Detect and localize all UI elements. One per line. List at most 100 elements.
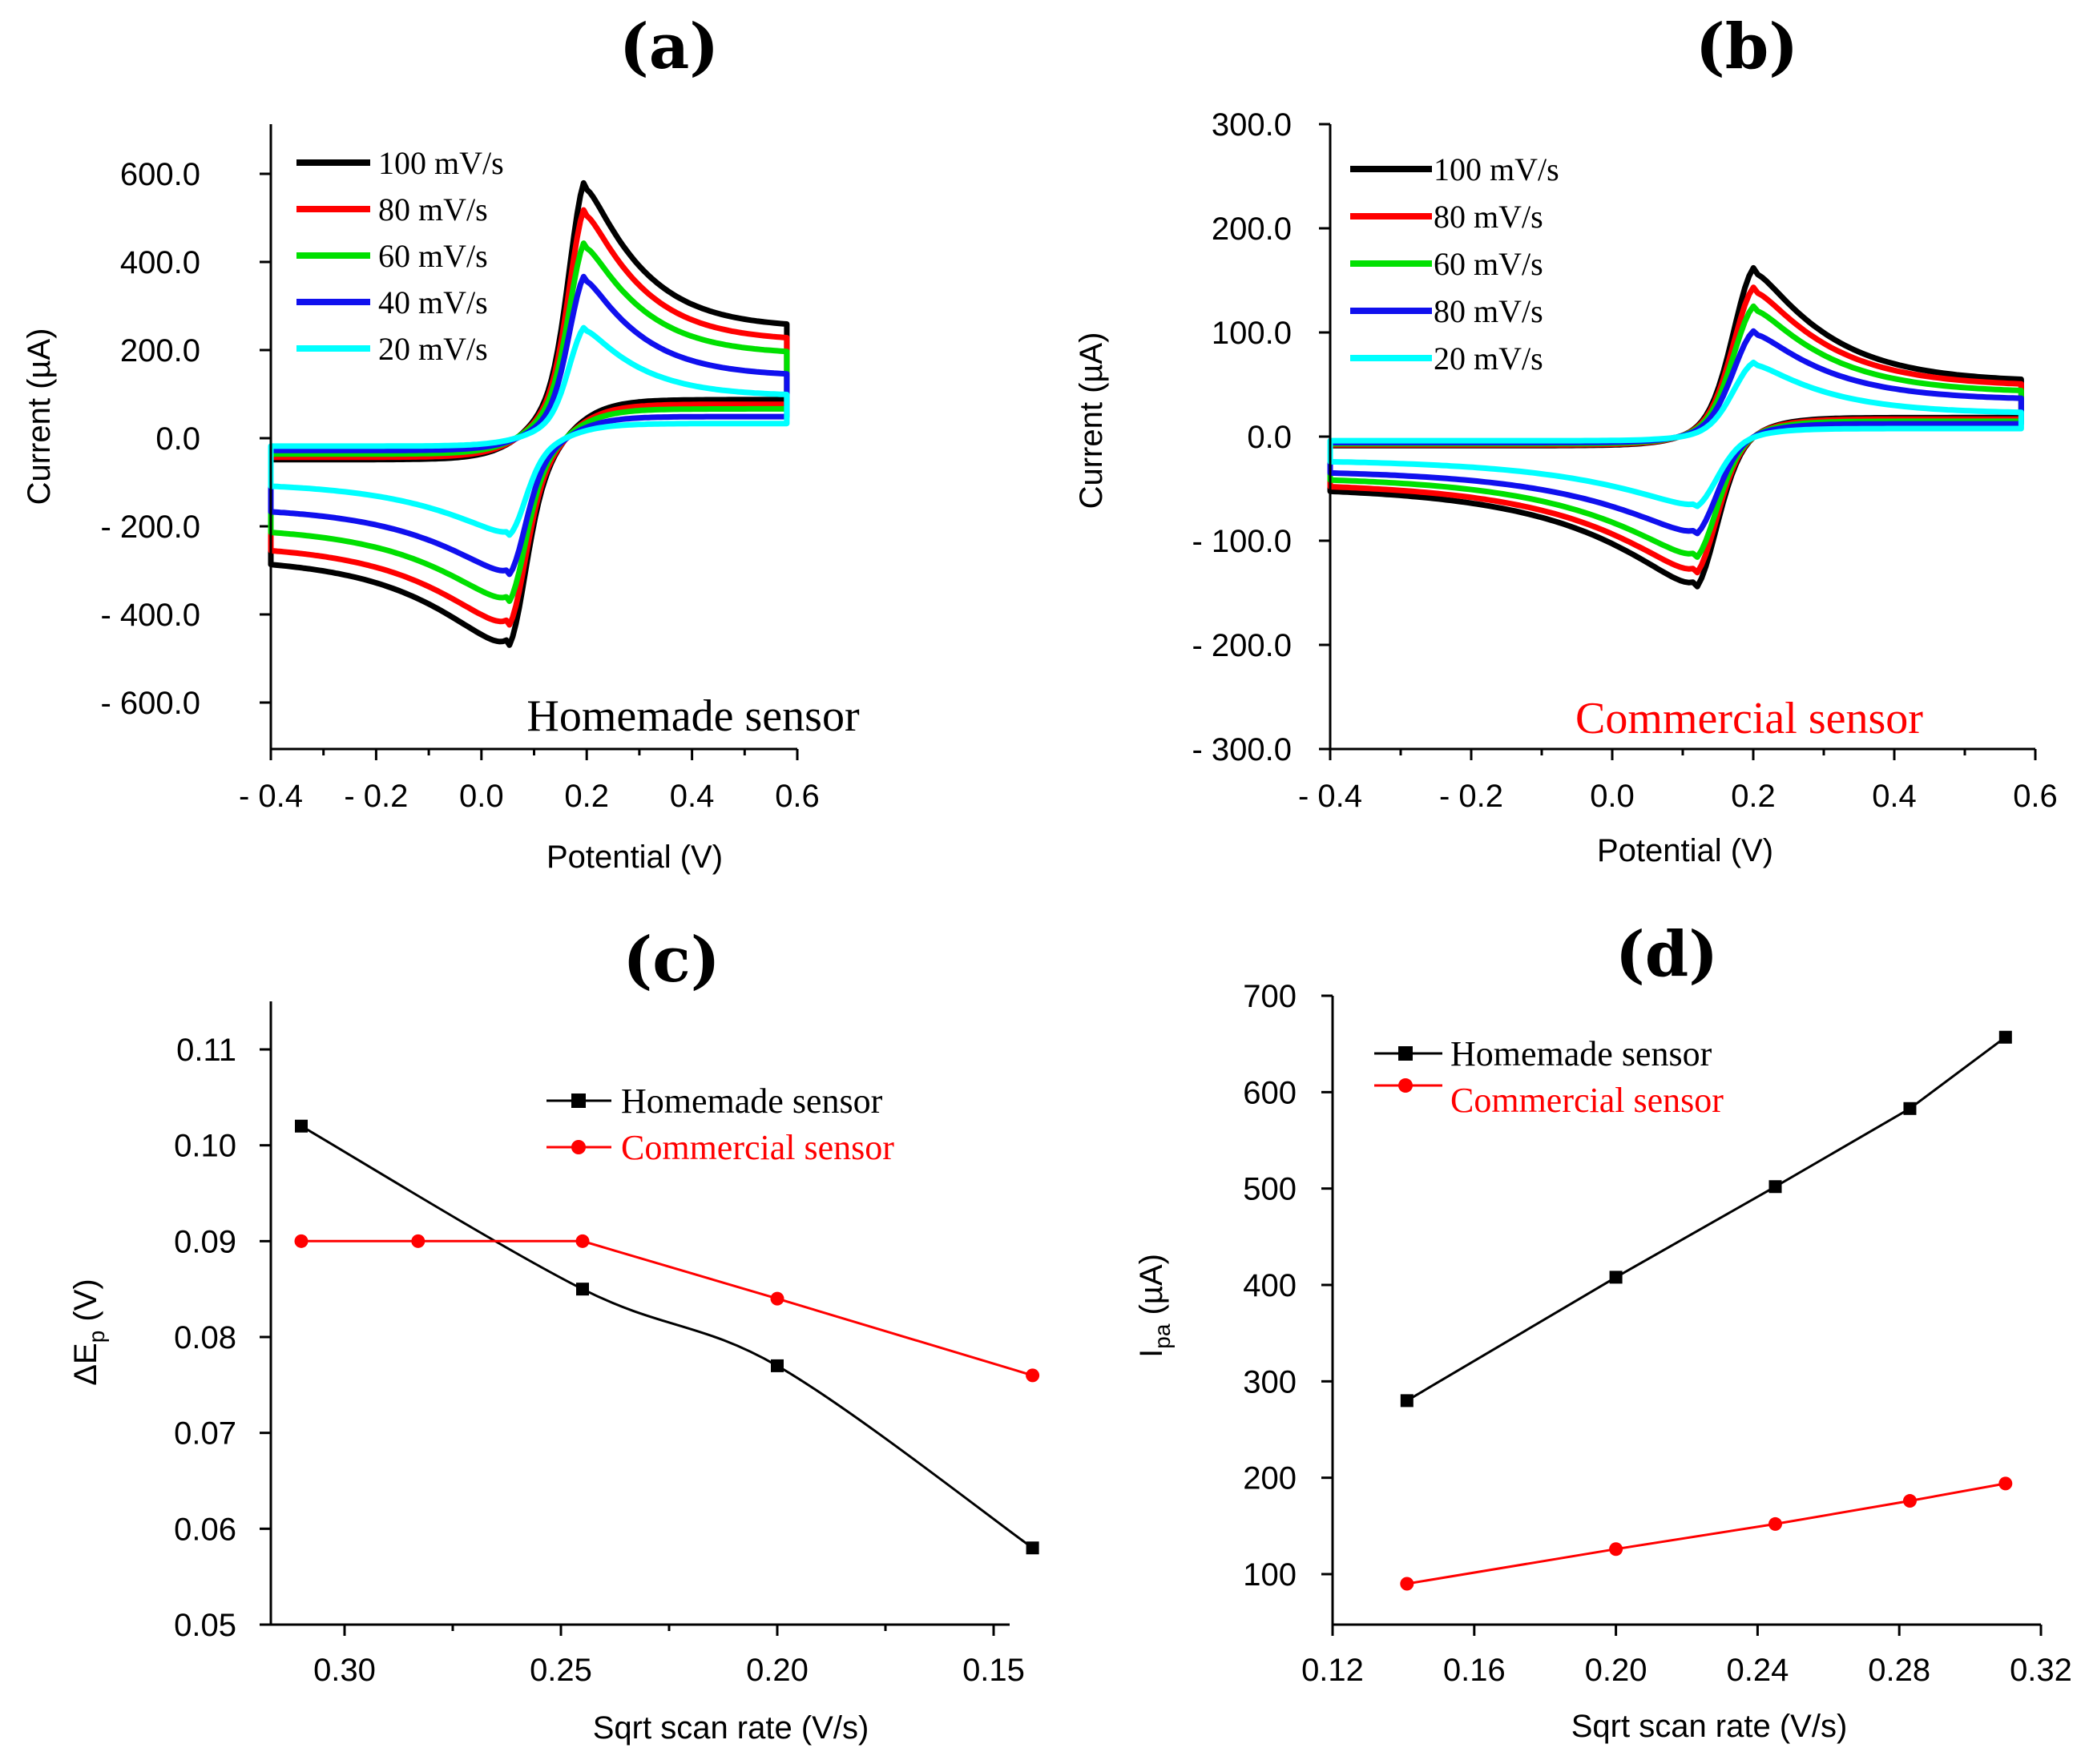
panel-c-x-title: Sqrt scan rate (V/s) xyxy=(593,1710,869,1746)
legend-label-a-1: 80 mV/s xyxy=(378,191,488,228)
data-point-c-1-0 xyxy=(294,1234,309,1248)
y-tick-label-d-5: 200 xyxy=(1243,1461,1297,1496)
panel-c-axes xyxy=(269,1001,1010,1626)
legend-label-a-2: 60 mV/s xyxy=(378,238,488,274)
legend-marker-c-0 xyxy=(571,1093,586,1108)
data-point-d-0-0 xyxy=(1400,1394,1414,1408)
panel-a-legend: 100 mV/s 80 mV/s 60 mV/s 40 mV/s 20 mV/s xyxy=(296,145,504,367)
legend-label-b-2: 60 mV/s xyxy=(1434,246,1543,282)
y-tick-label-b-6: - 300.0 xyxy=(1192,732,1292,767)
data-point-c-0-3 xyxy=(1026,1541,1039,1555)
legend-label-a-4: 20 mV/s xyxy=(378,331,488,367)
data-point-c-1-1 xyxy=(411,1234,425,1248)
panel-d-label: (d) xyxy=(1615,918,1718,991)
x-tick-label-c-0: 0.30 xyxy=(313,1653,376,1688)
panel-c-y-title: ΔEp (V) xyxy=(68,1279,109,1385)
legend-label-c-1: Commercial sensor xyxy=(621,1128,894,1167)
x-tick-label-b-0: - 0.4 xyxy=(1298,779,1362,814)
y-tick-label-b-0: 300.0 xyxy=(1212,107,1292,143)
panel-d: (d) 0.12 0.16 0.20 0.24 0.28 0.32 700 600 500 400… xyxy=(1134,918,2072,1744)
legend-marker-d-0 xyxy=(1398,1046,1413,1061)
data-point-d-1-0 xyxy=(1400,1577,1414,1591)
data-point-d-0-4 xyxy=(1998,1030,2012,1044)
y-tick-label-c-6: 0.05 xyxy=(174,1608,236,1643)
legend-marker-c-1 xyxy=(571,1140,586,1154)
y-tick-label-a-3: 0.0 xyxy=(155,421,200,457)
panel-d-curves xyxy=(1400,1030,2013,1591)
legend-label-d-0: Homemade sensor xyxy=(1450,1034,1712,1073)
x-tick-label-d-1: 0.16 xyxy=(1443,1653,1506,1688)
legend-marker-d-1 xyxy=(1398,1078,1413,1093)
data-point-d-0-3 xyxy=(1903,1101,1917,1115)
panel-c-label: (c) xyxy=(623,924,720,997)
x-tick-label-b-1: - 0.2 xyxy=(1439,779,1503,814)
panel-d-y-title: Ipa (µA) xyxy=(1134,1254,1175,1358)
x-tick-label-a-5: 0.6 xyxy=(775,779,820,814)
y-tick-label-d-4: 300 xyxy=(1243,1364,1297,1400)
y-tick-label-d-1: 600 xyxy=(1243,1075,1297,1110)
y-tick-label-a-5: - 400.0 xyxy=(100,598,200,633)
panel-b-y-title: Current (µA) xyxy=(1074,332,1109,509)
panel-c-y-title-sub: p xyxy=(84,1331,109,1343)
y-tick-label-c-0: 0.11 xyxy=(176,1033,236,1068)
panel-b-axes xyxy=(1329,124,2035,751)
data-point-d-1-1 xyxy=(1609,1542,1623,1557)
panel-d-y-title-main: I xyxy=(1134,1349,1169,1358)
panel-c-curves xyxy=(294,1119,1040,1555)
data-point-c-1-3 xyxy=(770,1291,784,1306)
panel-d-axes xyxy=(1331,996,2041,1626)
data-point-d-1-2 xyxy=(1768,1516,1782,1531)
x-tick-label-c-2: 0.20 xyxy=(746,1653,809,1688)
data-point-d-1-4 xyxy=(1998,1476,2013,1491)
y-tick-label-c-3: 0.08 xyxy=(174,1320,236,1355)
y-tick-label-a-0: 600.0 xyxy=(120,157,200,192)
y-tick-label-c-2: 0.09 xyxy=(174,1224,236,1259)
x-tick-label-d-2: 0.20 xyxy=(1585,1653,1647,1688)
panel-a: (a) - 0.4 - 0.2 0.0 0.2 0.4 0.6 600.0 400.0 200.… xyxy=(22,10,860,875)
x-tick-label-b-3: 0.2 xyxy=(1731,779,1776,814)
legend-label-c-0: Homemade sensor xyxy=(621,1081,883,1121)
panel-d-tick-labels: 0.12 0.16 0.20 0.24 0.28 0.32 700 600 500 400 300 2… xyxy=(1243,979,2072,1688)
y-tick-label-d-6: 100 xyxy=(1243,1557,1297,1593)
data-point-d-0-1 xyxy=(1609,1271,1623,1284)
legend-label-b-1: 80 mV/s xyxy=(1434,199,1543,235)
data-point-d-0-2 xyxy=(1768,1180,1782,1194)
panel-a-x-title: Potential (V) xyxy=(546,840,723,875)
y-tick-label-c-5: 0.06 xyxy=(174,1512,236,1547)
legend-label-a-3: 40 mV/s xyxy=(378,284,488,320)
data-point-c-0-1 xyxy=(576,1283,589,1296)
x-tick-label-c-1: 0.25 xyxy=(530,1653,592,1688)
svg-text:Ipa (µA): Ipa (µA) xyxy=(1134,1254,1175,1358)
svg-text:ΔEp (V): ΔEp (V) xyxy=(68,1279,109,1385)
y-tick-label-a-6: - 600.0 xyxy=(100,686,200,721)
panel-c-ticks xyxy=(260,1048,995,1636)
x-tick-label-b-2: 0.0 xyxy=(1590,779,1635,814)
panel-c: (c) 0.30 0.25 0.20 0.15 0.11 0.10 0.09 0.08 0.07… xyxy=(68,924,1040,1746)
y-tick-label-b-5: - 200.0 xyxy=(1192,628,1292,663)
panel-d-legend: Homemade sensor Commercial sensor xyxy=(1374,1034,1724,1120)
panel-c-y-title-main: ΔE xyxy=(68,1343,103,1385)
cv-curve-a-4 xyxy=(268,324,790,538)
data-point-d-1-3 xyxy=(1902,1494,1917,1508)
y-tick-label-d-0: 700 xyxy=(1243,979,1297,1014)
y-tick-label-b-2: 100.0 xyxy=(1212,316,1292,351)
legend-label-b-4: 20 mV/s xyxy=(1434,340,1543,377)
y-tick-label-b-3: 0.0 xyxy=(1247,420,1292,455)
panel-b: (b) - 0.4 - 0.2 0.0 0.2 0.4 0.6 300.0 200.0 100.… xyxy=(1074,10,2058,868)
data-point-c-0-2 xyxy=(771,1359,784,1372)
x-tick-label-d-3: 0.24 xyxy=(1726,1653,1789,1688)
x-tick-label-a-1: - 0.2 xyxy=(344,779,408,814)
panel-b-legend: 100 mV/s 80 mV/s 60 mV/s 80 mV/s 20 mV/s xyxy=(1350,151,1559,377)
legend-label-d-1: Commercial sensor xyxy=(1450,1081,1724,1120)
x-tick-label-a-3: 0.2 xyxy=(564,779,609,814)
data-point-c-0-0 xyxy=(295,1119,308,1133)
panel-c-legend: Homemade sensor Commercial sensor xyxy=(546,1081,894,1167)
panel-b-curves xyxy=(1327,264,2024,590)
panel-c-y-title-unit: (V) xyxy=(68,1279,103,1330)
panel-a-axes xyxy=(269,124,797,751)
x-tick-label-b-5: 0.6 xyxy=(2013,779,2058,814)
data-point-c-1-4 xyxy=(1026,1368,1040,1383)
panel-d-y-title-unit: (µA) xyxy=(1134,1254,1169,1323)
panel-a-ticks xyxy=(260,172,799,760)
